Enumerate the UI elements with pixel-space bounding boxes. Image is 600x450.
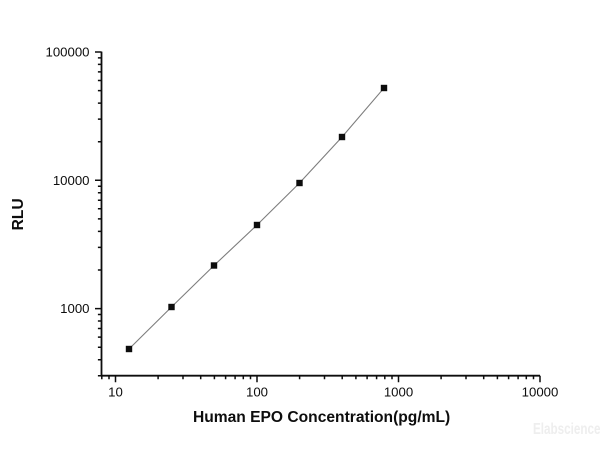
svg-text:RLU: RLU: [10, 198, 27, 230]
svg-text:1000: 1000: [60, 301, 89, 316]
svg-text:Human EPO Concentration(pg/mL): Human EPO Concentration(pg/mL): [193, 409, 450, 426]
svg-text:100: 100: [246, 385, 268, 400]
svg-text:10000: 10000: [522, 385, 559, 400]
svg-text:1000: 1000: [384, 385, 413, 400]
svg-text:100000: 100000: [45, 45, 89, 60]
svg-text:Elabscience: Elabscience: [533, 420, 600, 437]
svg-text:10: 10: [108, 385, 123, 400]
svg-text:10000: 10000: [53, 173, 90, 188]
